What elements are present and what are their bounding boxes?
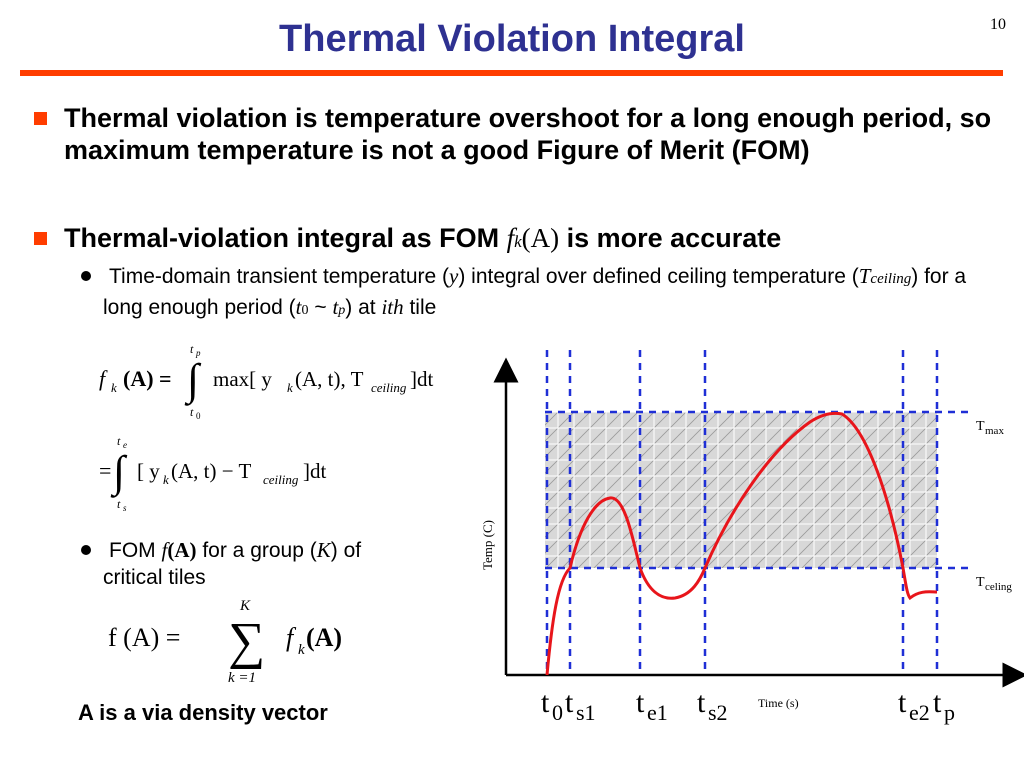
bullet-integral-fom: Thermal-violation integral as FOM fk(A) … — [64, 222, 781, 258]
eq1-upper-sub: p — [195, 348, 201, 358]
sub-bullet-fom-group: FOM f(A) for a group (K) of — [103, 536, 361, 565]
eq2-integral: ∫ — [110, 447, 128, 498]
t: for a group ( — [196, 539, 317, 562]
label-ts2: t — [697, 686, 706, 719]
ceiling-sub: ceiling — [870, 271, 912, 287]
eq3-rhs-sub: k — [298, 642, 305, 658]
eq2-upper: t — [117, 434, 121, 448]
eq2-body2: (A, t) − T — [171, 459, 251, 483]
title-rule — [20, 70, 1003, 76]
eq3-lhs: f (A) = — [108, 623, 180, 652]
tp-sub: p — [338, 303, 346, 318]
eq2-lhs: = — [99, 458, 111, 483]
label-te2-sub: e2 — [909, 700, 930, 725]
ith: ith — [381, 295, 404, 319]
y-axis-label: Temp (C) — [480, 520, 495, 570]
violation-band — [545, 412, 937, 568]
eq3-upper: K — [239, 598, 251, 614]
equation-integral-ts-te: = ∫ t e t s [ y k (A, t) − T ceiling ]dt — [99, 434, 326, 513]
label-te1: t — [636, 686, 645, 719]
sub-bullet-marker — [81, 545, 91, 555]
page-number: 10 — [990, 16, 1006, 33]
t: FOM — [109, 539, 162, 562]
t-symbol: T — [858, 264, 871, 288]
t: ) at — [345, 296, 382, 319]
eq3-lower: k =1 — [228, 670, 256, 686]
x-axis-label: Time (s) — [758, 696, 799, 710]
label-te2: t — [898, 686, 907, 719]
eq2-lower: t — [117, 497, 121, 511]
fom-symbol-A: (A) — [521, 223, 560, 253]
equation-sum: f (A) = ∑ K k =1 f k (A) — [108, 598, 342, 686]
eq3-rhs-arg: (A) — [306, 623, 342, 652]
t: tile — [403, 296, 437, 319]
equation-fk-max: f k (A) = ∫ t p t 0 max[ y k (A, t), T c… — [99, 342, 433, 421]
f-symbol: f — [161, 538, 168, 562]
eq1-integral: ∫ — [184, 355, 202, 406]
t: ) for a long enough period ( — [103, 265, 967, 319]
fom-symbol-f: f — [506, 223, 515, 253]
eq2-body-sub2: ceiling — [263, 472, 299, 487]
eq2-upper-sub: e — [123, 440, 127, 450]
bullet-thermal-violation: Thermal violation is temperature oversho… — [64, 103, 992, 165]
label-ts1-sub: s1 — [576, 700, 596, 725]
tceiling-label: T — [976, 575, 985, 590]
eq1-body3: ]dt — [410, 367, 433, 391]
temperature-curve — [545, 411, 938, 676]
tmax-sub: max — [985, 425, 1004, 437]
tceiling-sub: celing — [985, 581, 1012, 593]
slide-title: Thermal Violation Integral — [279, 18, 745, 60]
eq3-sigma: ∑ — [228, 613, 265, 670]
eq1-upper: t — [190, 342, 194, 356]
t: Time-domain transient temperature ( — [109, 265, 450, 288]
bullet-marker — [34, 112, 47, 125]
eq1-lhs-sub: k — [111, 380, 117, 395]
y-symbol: y — [449, 264, 459, 288]
t0-sub: 0 — [301, 303, 309, 318]
time-marker-lines — [545, 350, 939, 675]
bullet-marker — [34, 232, 47, 245]
label-te1-sub: e1 — [647, 700, 668, 725]
A-symbol: (A) — [167, 538, 197, 562]
t: ) integral over defined ceiling temperat… — [458, 265, 859, 288]
tilde: ~ — [308, 296, 333, 319]
label-t0-sub: 0 — [552, 700, 563, 725]
eq2-body-sub: k — [163, 472, 169, 487]
thermal-violation-chart: Temp (C) Time (s) T max T celing t 0 t s… — [480, 350, 1024, 725]
label-t0: t — [541, 686, 550, 719]
eq1-body: max[ y — [213, 367, 272, 391]
eq2-body3: ]dt — [303, 459, 326, 483]
eq3-rhs: f — [286, 623, 297, 652]
t: ) of — [330, 539, 362, 562]
sub-bullet-fom-line2: critical tiles — [103, 566, 206, 589]
sub-bullet-transient: Time-domain transient temperature (y) in… — [103, 262, 983, 325]
tp: t — [332, 295, 339, 319]
eq1-body2: (A, t), T — [295, 367, 364, 391]
label-ts2-sub: s2 — [708, 700, 728, 725]
eq1-body-sub2: ceiling — [371, 380, 407, 395]
K-symbol: K — [316, 538, 331, 562]
tmax-label: T — [976, 419, 985, 434]
bullet-text: Thermal-violation integral as FOM — [64, 223, 507, 253]
via-density-note: A is a via density vector — [78, 700, 328, 725]
eq1-lower: t — [190, 405, 194, 419]
fom-symbol-k: k — [514, 232, 522, 251]
label-tp-sub: p — [944, 700, 955, 725]
eq1-body-sub: k — [287, 380, 293, 395]
eq2-lower-sub: s — [123, 503, 127, 513]
sub-bullet-marker — [81, 271, 91, 281]
eq1-lhs-arg: (A) = — [123, 366, 172, 391]
eq1-lhs: f — [99, 366, 108, 391]
bullet-text-end: is more accurate — [559, 223, 782, 253]
label-tp: t — [933, 686, 942, 719]
label-ts1: t — [565, 686, 574, 719]
t0: t — [295, 295, 302, 319]
eq2-body: [ y — [137, 459, 160, 483]
eq1-lower-sub: 0 — [196, 411, 201, 421]
